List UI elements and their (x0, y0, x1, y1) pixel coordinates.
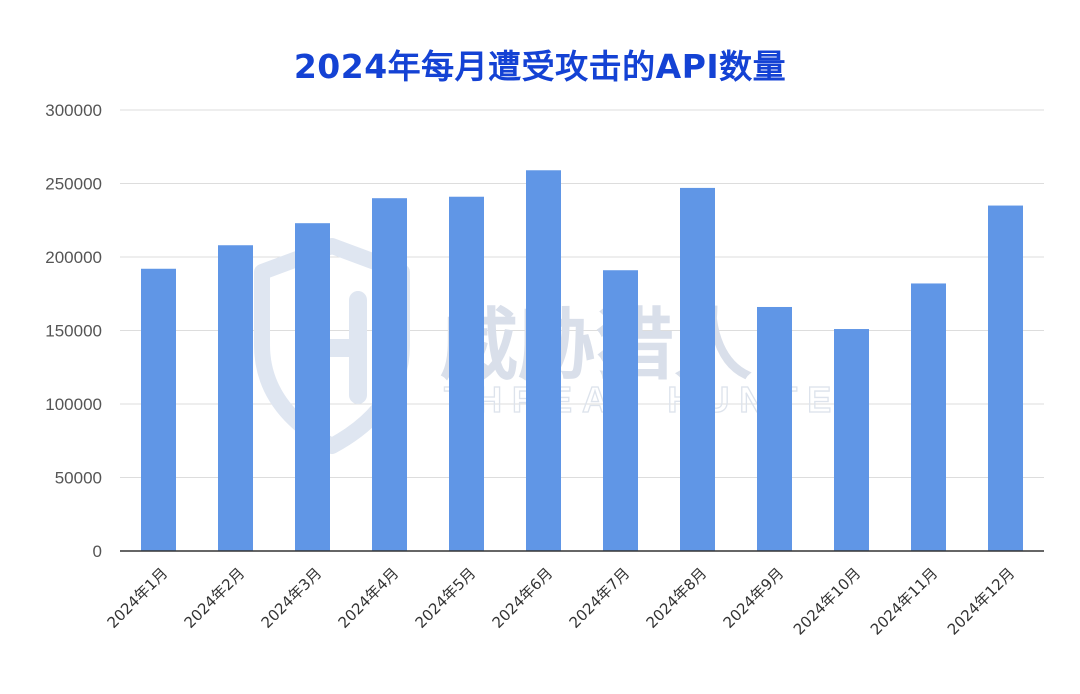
bar (757, 306, 792, 551)
y-tick-label: 150000 (45, 322, 102, 341)
y-tick-label: 100000 (45, 395, 102, 414)
x-tick-label: 2024年4月 (335, 564, 403, 632)
bar (141, 268, 176, 551)
bar (834, 329, 869, 551)
y-tick-label: 50000 (55, 469, 102, 488)
bar (988, 205, 1023, 552)
x-tick-label: 2024年5月 (412, 564, 480, 632)
bar (218, 245, 253, 552)
bar (603, 270, 638, 551)
bar (295, 223, 330, 551)
x-tick-label: 2024年1月 (104, 564, 172, 632)
x-tick-label: 2024年12月 (944, 564, 1018, 638)
x-tick-label: 2024年11月 (867, 564, 941, 638)
x-tick-label: 2024年7月 (566, 564, 634, 632)
bar (372, 198, 407, 551)
x-tick-label: 2024年8月 (643, 564, 711, 632)
x-tick-label: 2024年6月 (489, 564, 557, 632)
bar (911, 283, 946, 551)
x-tick-label: 2024年2月 (181, 564, 249, 632)
bar (526, 170, 561, 551)
x-tick-label: 2024年10月 (790, 564, 864, 638)
chart-title: 2024年每月遭受攻击的API数量 (293, 47, 787, 86)
y-tick-label: 300000 (45, 101, 102, 120)
watermark-en: THREAT HUNTER (444, 379, 877, 420)
bars (141, 170, 1023, 552)
x-tick-label: 2024年9月 (720, 564, 788, 632)
y-tick-label: 250000 (45, 175, 102, 194)
bar (680, 187, 715, 551)
y-tick-label: 0 (93, 542, 102, 561)
bar (449, 196, 484, 552)
x-tick-label: 2024年3月 (258, 564, 326, 632)
y-tick-label: 200000 (45, 248, 102, 267)
